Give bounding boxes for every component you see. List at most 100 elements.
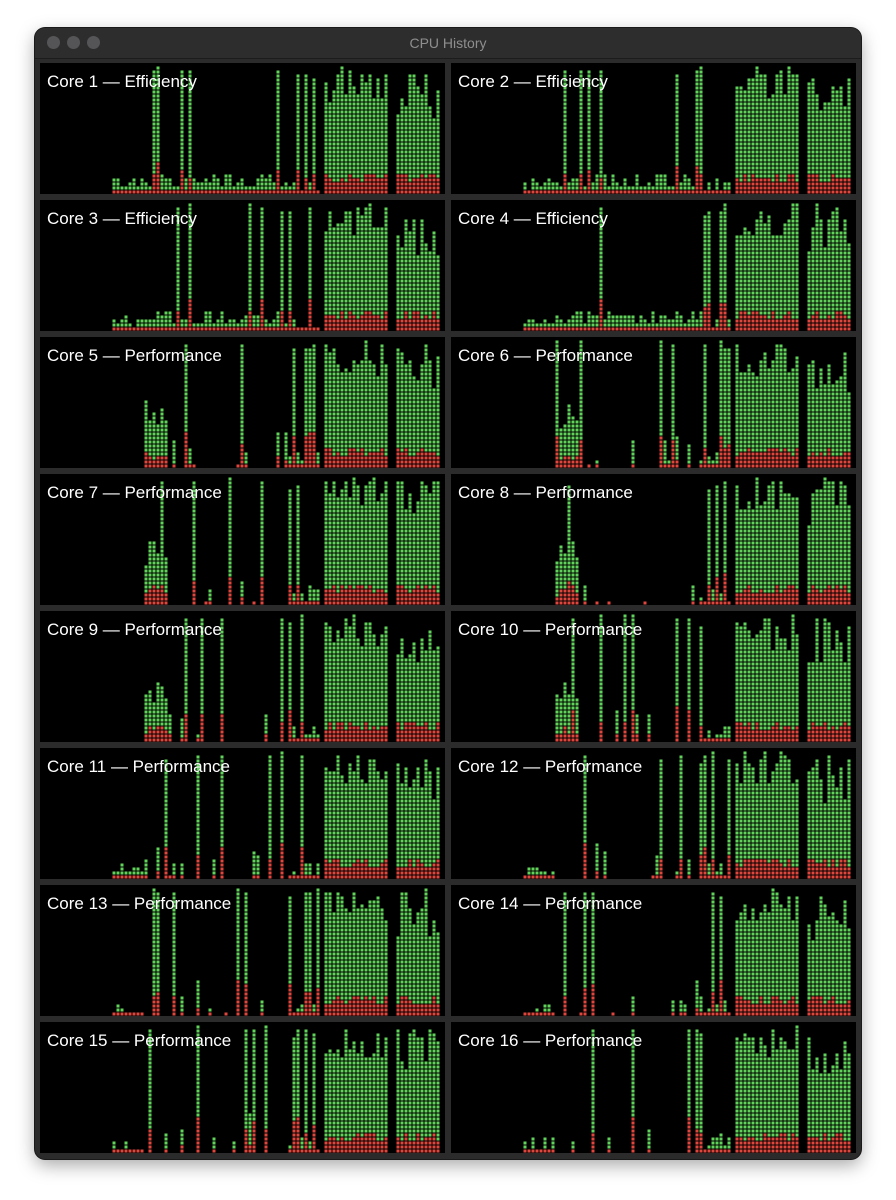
zoom-window-button[interactable] (87, 36, 100, 49)
user-usage-dot (743, 231, 747, 235)
user-usage-dot (328, 303, 332, 307)
user-usage-dot (839, 275, 843, 279)
user-usage-dot (843, 279, 847, 283)
user-usage-dot (775, 247, 779, 251)
user-usage-dot (212, 174, 216, 178)
user-usage-dot (360, 90, 364, 94)
system-usage-dot (368, 174, 372, 178)
user-usage-dot (276, 448, 280, 452)
user-usage-dot (787, 279, 791, 283)
user-usage-dot (675, 86, 679, 90)
system-usage-dot (356, 456, 360, 460)
user-usage-dot (775, 263, 779, 267)
user-usage-dot (176, 291, 180, 295)
user-usage-dot (811, 82, 815, 86)
user-usage-dot (296, 90, 300, 94)
system-usage-dot (260, 319, 264, 323)
user-usage-dot (623, 315, 627, 319)
user-usage-dot (240, 372, 244, 376)
user-usage-dot (847, 279, 851, 283)
user-usage-dot (767, 118, 771, 122)
system-usage-dot (300, 464, 304, 468)
user-usage-dot (823, 134, 827, 138)
user-usage-dot (308, 360, 312, 364)
user-usage-dot (811, 279, 815, 283)
title-bar[interactable]: CPU History (35, 28, 861, 59)
user-usage-dot (795, 291, 799, 295)
user-usage-dot (827, 150, 831, 154)
user-usage-dot (344, 303, 348, 307)
user-usage-dot (787, 275, 791, 279)
system-usage-dot (819, 190, 823, 194)
user-usage-dot (432, 267, 436, 271)
user-usage-dot (312, 344, 316, 348)
user-usage-dot (412, 275, 416, 279)
user-usage-dot (436, 263, 440, 267)
user-usage-dot (579, 170, 583, 174)
user-usage-dot (759, 102, 763, 106)
user-usage-dot (751, 235, 755, 239)
system-usage-dot (587, 170, 591, 174)
user-usage-dot (324, 231, 328, 235)
user-usage-dot (739, 114, 743, 118)
user-usage-dot (380, 239, 384, 243)
user-usage-dot (364, 372, 368, 376)
user-usage-dot (835, 170, 839, 174)
user-usage-dot (332, 440, 336, 444)
user-usage-dot (364, 219, 368, 223)
user-usage-dot (364, 279, 368, 283)
system-usage-dot (312, 182, 316, 186)
user-usage-dot (368, 231, 372, 235)
user-usage-dot (783, 102, 787, 106)
minimize-window-button[interactable] (67, 36, 80, 49)
user-usage-dot (348, 291, 352, 295)
user-usage-dot (827, 247, 831, 251)
user-usage-dot (352, 158, 356, 162)
user-usage-dot (356, 384, 360, 388)
system-usage-dot (148, 456, 152, 460)
system-usage-dot (368, 460, 372, 464)
user-usage-dot (831, 138, 835, 142)
user-usage-dot (348, 424, 352, 428)
user-usage-dot (188, 142, 192, 146)
user-usage-dot (404, 170, 408, 174)
user-usage-dot (787, 227, 791, 231)
user-usage-dot (288, 215, 292, 219)
user-usage-dot (835, 122, 839, 126)
user-usage-dot (280, 303, 284, 307)
user-usage-dot (791, 74, 795, 78)
user-usage-dot (376, 154, 380, 158)
system-usage-dot (695, 174, 699, 178)
user-usage-dot (260, 283, 264, 287)
user-usage-dot (336, 122, 340, 126)
system-usage-dot (188, 307, 192, 311)
user-usage-dot (719, 271, 723, 275)
user-usage-dot (767, 315, 771, 319)
user-usage-dot (791, 102, 795, 106)
user-usage-dot (368, 432, 372, 436)
user-usage-dot (356, 219, 360, 223)
user-usage-dot (767, 215, 771, 219)
user-usage-dot (771, 126, 775, 130)
system-usage-dot (815, 319, 819, 323)
close-window-button[interactable] (47, 36, 60, 49)
user-usage-dot (835, 275, 839, 279)
user-usage-dot (312, 134, 316, 138)
user-usage-dot (304, 424, 308, 428)
system-usage-dot (292, 464, 296, 468)
user-usage-dot (372, 243, 376, 247)
system-usage-dot (240, 444, 244, 448)
user-usage-dot (292, 404, 296, 408)
user-usage-dot (260, 295, 264, 299)
user-usage-dot (160, 428, 164, 432)
user-usage-dot (152, 432, 156, 436)
user-usage-dot (791, 150, 795, 154)
user-usage-dot (364, 444, 368, 448)
user-usage-dot (376, 130, 380, 134)
user-usage-dot (404, 134, 408, 138)
user-usage-dot (328, 404, 332, 408)
system-usage-dot (819, 182, 823, 186)
user-usage-dot (332, 420, 336, 424)
user-usage-dot (416, 150, 420, 154)
user-usage-dot (771, 243, 775, 247)
